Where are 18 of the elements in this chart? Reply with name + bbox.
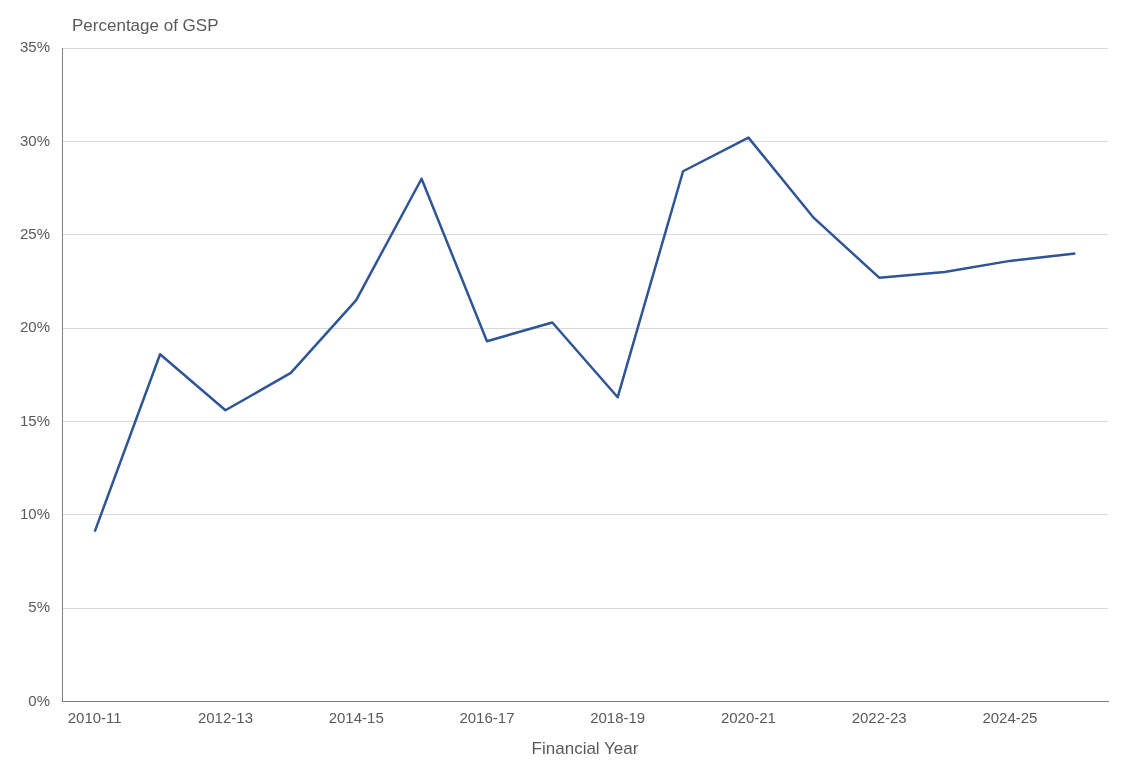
y-axis-title: Percentage of GSP (72, 15, 219, 35)
x-tick-label: 2012-13 (197, 708, 253, 726)
y-tick-label: 15% (19, 411, 51, 429)
x-axis-title: Financial Year (531, 739, 639, 759)
x-tick-label: 2010-11 (67, 708, 122, 726)
x-tick-label: 2024-25 (982, 708, 1038, 726)
x-tick-label: 2016-17 (459, 708, 515, 726)
y-tick-label: 25% (19, 224, 51, 242)
x-tick-label: 2020-21 (720, 708, 776, 726)
y-tick-label: 20% (19, 318, 51, 336)
y-tick-label: 30% (19, 131, 51, 149)
x-tick-label: 2014-15 (328, 708, 384, 726)
x-tick-label: 2022-23 (851, 708, 907, 726)
y-tick-label: 35% (19, 38, 51, 56)
y-tick-label: 5% (28, 598, 51, 616)
y-tick-label: 10% (19, 505, 51, 522)
x-tick-label: 2018-19 (590, 708, 646, 726)
y-tick-label: 0% (28, 691, 51, 709)
